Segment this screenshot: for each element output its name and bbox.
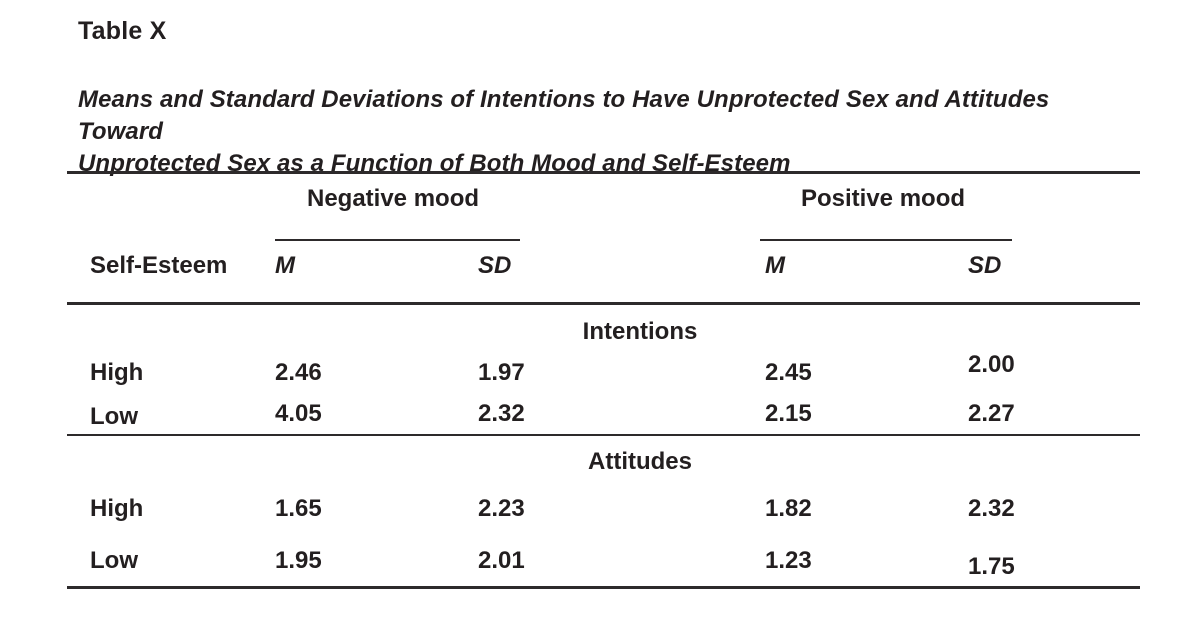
cell-value: 1.82 <box>765 495 812 522</box>
cell-value: 2.45 <box>765 359 812 386</box>
col-header-negative-sd: SD <box>478 252 512 279</box>
cell-value: 2.32 <box>968 495 1015 522</box>
table-title: Means and Standard Deviations of Intenti… <box>78 84 1108 180</box>
row-label: High <box>90 495 144 522</box>
cell-value: 1.97 <box>478 359 525 386</box>
row-label: High <box>90 359 144 386</box>
cell-value: 1.23 <box>765 547 812 574</box>
row-label: Low <box>90 403 138 430</box>
cell-value: 2.32 <box>478 400 525 427</box>
table-title-line1: Means and Standard Deviations of Intenti… <box>78 86 1050 145</box>
column-spanner-negative-mood: Negative mood <box>306 185 480 212</box>
negative-mood-spanner-rule <box>275 239 520 241</box>
cell-value: 4.05 <box>275 400 322 427</box>
table-number-label: Table X <box>78 17 167 45</box>
cell-value: 2.23 <box>478 495 525 522</box>
cell-value: 2.27 <box>968 400 1015 427</box>
row-label: Low <box>90 547 138 574</box>
cell-value: 2.01 <box>478 547 525 574</box>
section-header-intentions: Intentions <box>582 318 698 345</box>
table-top-rule <box>67 171 1140 174</box>
table-row-attitudes-low: Low 1.95 2.01 1.23 1.75 <box>67 547 1140 580</box>
cell-value: 2.00 <box>968 351 1015 378</box>
table-bottom-rule <box>67 586 1140 589</box>
col-header-negative-m: M <box>275 252 295 279</box>
cell-value: 1.75 <box>968 553 1015 580</box>
positive-mood-spanner-rule <box>760 239 1012 241</box>
cell-value: 1.65 <box>275 495 322 522</box>
cell-value: 1.95 <box>275 547 322 574</box>
cell-value: 2.15 <box>765 400 812 427</box>
stub-column-header: Self-Esteem <box>90 252 228 279</box>
table-row-intentions-low: Low 4.05 2.32 2.15 2.27 <box>67 400 1140 430</box>
column-header-row: Self-Esteem M SD M SD <box>67 252 1140 282</box>
table-row-attitudes-high: High 1.65 2.23 1.82 2.32 <box>67 495 1140 525</box>
section-header-attitudes: Attitudes <box>588 448 692 475</box>
column-spanner-positive-mood: Positive mood <box>800 185 966 212</box>
section-divider-rule <box>67 434 1140 436</box>
header-bottom-rule <box>67 302 1140 305</box>
cell-value: 2.46 <box>275 359 322 386</box>
col-header-positive-m: M <box>765 252 785 279</box>
table-row-intentions-high: High 2.46 1.97 2.45 2.00 <box>67 351 1140 389</box>
col-header-positive-sd: SD <box>968 252 1002 279</box>
